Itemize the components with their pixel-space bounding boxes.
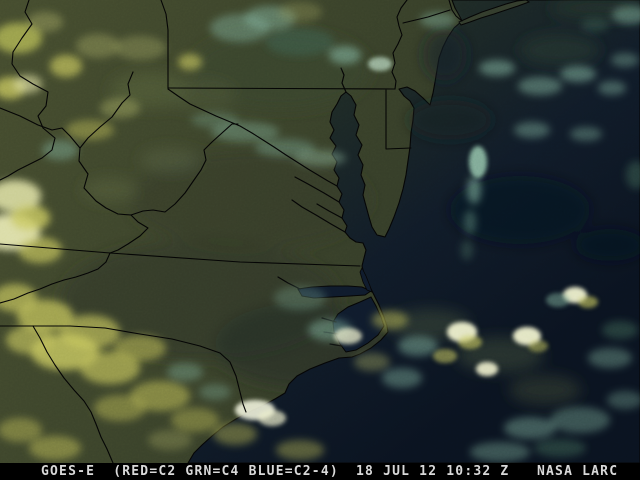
nc-sc-border — [32, 325, 247, 413]
delaware-borders — [385, 89, 412, 150]
va-ky-border — [109, 214, 149, 254]
satellite-image — [0, 0, 640, 463]
ny-nj-border — [402, 9, 451, 24]
mason-dixon-line — [167, 87, 396, 90]
state-borders — [0, 0, 462, 463]
river-branch-west — [0, 107, 81, 149]
status-timestamp: 18 JUL 12 10:32 Z — [356, 464, 510, 479]
nc-tn-border — [0, 252, 111, 304]
satellite-image-canvas — [0, 0, 640, 463]
va-nc-border — [0, 243, 361, 267]
grain-texture — [0, 0, 640, 463]
status-bar: GOES-E (RED=C2 GRN=C4 BLUE=C2-4) 18 JUL … — [0, 463, 640, 480]
delaware-river-border — [391, 0, 408, 90]
status-source-label: GOES-E (RED=C2 GRN=C4 BLUE=C2-4) — [41, 464, 339, 479]
ohio-river-border — [0, 0, 56, 181]
sc-ga-border — [32, 325, 114, 463]
potomac-river-border — [167, 88, 338, 187]
status-credit: NASA LARC — [537, 464, 619, 479]
wv-ky-va-border — [78, 71, 239, 216]
hudson-river — [448, 0, 463, 22]
pa-west-border — [160, 0, 169, 89]
